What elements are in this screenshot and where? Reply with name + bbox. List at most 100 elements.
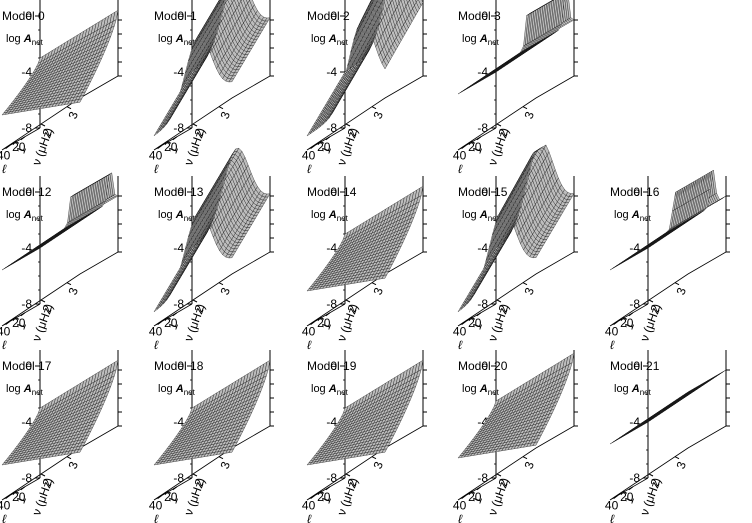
nu-tick (14, 316, 20, 320)
l-axis-label: ℓ (610, 338, 615, 352)
z-tick-label: -4 (326, 65, 337, 79)
z-tick-label: -4 (173, 65, 184, 79)
z-tick-label: -8 (173, 471, 184, 485)
l-axis-label: ℓ (610, 512, 615, 523)
l-tick-label: 40 (302, 325, 316, 339)
z-tick-label: -4 (477, 415, 488, 429)
nu-tick-label: 1 (622, 494, 638, 505)
panel-title: Model 18 (154, 359, 204, 373)
nu-tick-label: 2 (40, 127, 56, 138)
nu-tick-label: 2 (40, 303, 56, 314)
nu-tick-label: 1 (166, 144, 182, 155)
l-tick-label: 40 (453, 499, 467, 513)
z-tick-label: -8 (21, 121, 32, 135)
z-tick-label: -8 (326, 121, 337, 135)
l-tick-label: 40 (453, 149, 467, 163)
l-tick (325, 312, 331, 317)
z-tick-label: -4 (21, 65, 32, 79)
l-axis-label: ℓ (2, 338, 7, 352)
nu-tick-label: 3 (522, 459, 538, 470)
z-tick-label: -4 (629, 415, 640, 429)
nu-tick (371, 106, 377, 110)
l-tick (628, 486, 634, 491)
z-tick-label: 0 (177, 359, 184, 373)
z-tick-label: -8 (326, 471, 337, 485)
nu-tick-label: 2 (345, 477, 361, 488)
nu-tick (14, 490, 20, 494)
z-tick-label: -4 (477, 241, 488, 255)
panel-title: Model 2 (307, 9, 350, 23)
l-tick-label: 40 (605, 499, 619, 513)
nu-tick (345, 299, 351, 303)
z-tick-label: -8 (21, 297, 32, 311)
l-tick-label: 40 (149, 325, 163, 339)
l-tick (20, 312, 26, 317)
z-tick-label: 0 (25, 185, 32, 199)
nu-tick (192, 473, 198, 477)
surface-mesh (457, 352, 575, 459)
l-tick-label: 20 (468, 140, 482, 154)
nu-tick (345, 473, 351, 477)
z-axis-label: log Anet (158, 33, 196, 47)
nu-tick (166, 316, 172, 320)
nu-tick-label: 1 (14, 494, 30, 505)
z-axis-label: log Anet (6, 383, 44, 397)
z-axis-label: log Anet (614, 209, 652, 223)
nu-tick (622, 490, 628, 494)
z-tick-label: -4 (21, 415, 32, 429)
l-axis-label: ℓ (154, 338, 159, 352)
l-tick-label: 20 (317, 490, 331, 504)
nu-tick (522, 456, 528, 460)
z-axis-label: log Anet (311, 209, 349, 223)
l-tick (172, 486, 178, 491)
nu-tick (345, 123, 351, 127)
z-axis-label: log Anet (158, 209, 196, 223)
nu-tick (371, 282, 377, 286)
l-axis-label: ℓ (307, 162, 312, 176)
l-tick-label: 40 (453, 325, 467, 339)
nu-tick-label: 2 (192, 127, 208, 138)
nu-tick (470, 316, 476, 320)
l-tick-label: 20 (164, 490, 178, 504)
nu-tick-label: 3 (66, 285, 82, 296)
nu-tick-label: 1 (166, 320, 182, 331)
l-tick (325, 486, 331, 491)
z-axis-label: log Anet (614, 383, 652, 397)
nu-tick-label: 2 (496, 127, 512, 138)
z-tick-label: 0 (330, 185, 337, 199)
nu-tick-label: 3 (522, 109, 538, 120)
z-tick-label: -4 (326, 241, 337, 255)
surface-mesh (457, 144, 575, 312)
panel-title: Model 13 (154, 185, 204, 199)
z-tick-label: -8 (477, 471, 488, 485)
nu-tick (522, 106, 528, 110)
nu-tick (319, 316, 325, 320)
panel-title: Model 17 (2, 359, 52, 373)
z-axis-label: log Anet (462, 33, 500, 47)
panel-title: Model 0 (2, 9, 45, 23)
surface-mesh (1, 172, 119, 271)
nu-tick-label: 2 (345, 127, 361, 138)
nu-tick (192, 299, 198, 303)
l-tick (310, 321, 315, 326)
z-tick-label: -8 (173, 297, 184, 311)
nu-tick (40, 123, 46, 127)
l-tick (172, 136, 178, 141)
z-tick-label: 0 (177, 9, 184, 23)
nu-tick-label: 1 (319, 320, 335, 331)
panel-title: Model 16 (610, 185, 660, 199)
l-tick (628, 312, 634, 317)
nu-tick (496, 123, 502, 127)
l-tick (325, 136, 331, 141)
z-tick-label: -8 (21, 471, 32, 485)
z-tick-label: 0 (330, 9, 337, 23)
nu-tick (40, 473, 46, 477)
l-tick-label: 40 (605, 325, 619, 339)
z-tick-label: 0 (633, 185, 640, 199)
z-tick-label: 0 (25, 359, 32, 373)
l-tick (5, 495, 10, 500)
l-tick (20, 136, 26, 141)
